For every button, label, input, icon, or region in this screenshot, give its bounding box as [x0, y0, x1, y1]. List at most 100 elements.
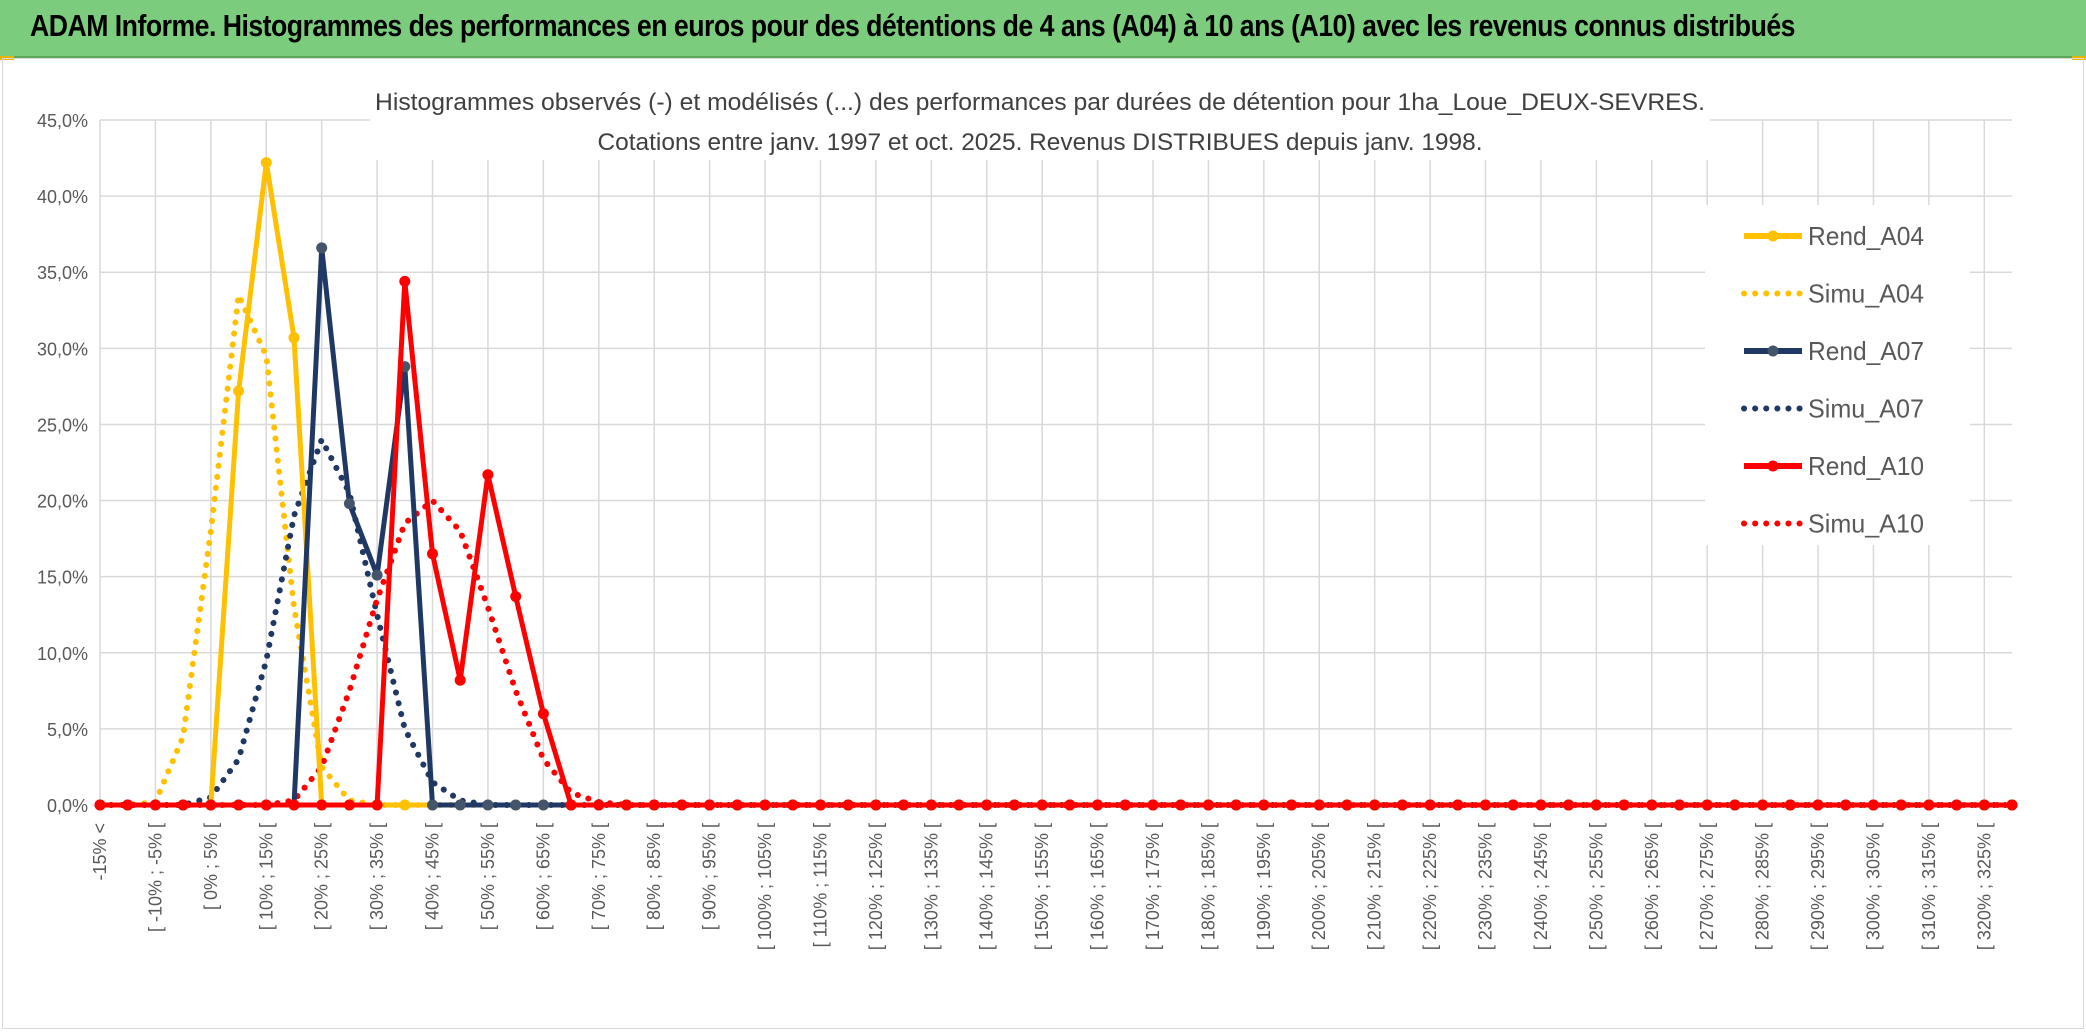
- data-point-Rend_A10: [510, 591, 522, 602]
- legend-item: Simu_A10: [1741, 509, 1924, 539]
- x-tick-label: [ 320% ; 325% [: [1974, 823, 1994, 950]
- legend-label: Rend_A04: [1808, 221, 1924, 251]
- data-point-Rend_A10: [1674, 799, 1685, 811]
- y-tick-label: 15,0%: [37, 568, 88, 588]
- x-tick-label: [ 270% ; 275% [: [1697, 823, 1717, 950]
- legend-label: Rend_A07: [1808, 336, 1924, 366]
- series-lines: [94, 157, 2018, 811]
- x-tick-label: [ 120% ; 125% [: [866, 823, 886, 950]
- title-banner: ADAM Informe. Histogrammes des performan…: [0, 0, 2086, 58]
- data-point-Rend_A10: [149, 799, 161, 811]
- y-tick-label: 0,0%: [47, 796, 88, 816]
- data-point-Rend_A10: [1951, 799, 1963, 811]
- x-tick-label: [ 140% ; 145% [: [977, 823, 997, 950]
- x-tick-label: [ -10% ; -5% [: [145, 823, 165, 932]
- data-point-Rend_A10: [233, 799, 245, 811]
- x-axis-tick-labels: -15% < [ -10% ; -5% [[ 0% ; 5% [[ 10% ; 1…: [90, 823, 1994, 950]
- data-point-Rend_A10: [1701, 799, 1713, 811]
- legend-label: Rend_A10: [1808, 451, 1924, 481]
- data-point-Rend_A10: [122, 799, 134, 811]
- x-tick-label: [ 10% ; 15% [: [256, 823, 276, 930]
- data-point-Rend_A10: [482, 469, 494, 481]
- title-backdrop: [370, 80, 1710, 160]
- data-point-Rend_A10: [1369, 799, 1381, 811]
- y-tick-label: 25,0%: [37, 415, 88, 435]
- data-point-Rend_A10: [1064, 799, 1076, 811]
- data-point-Rend_A10: [1202, 799, 1214, 811]
- x-tick-label: [ 100% ; 105% [: [755, 823, 775, 950]
- data-point-Rend_A10: [898, 799, 910, 811]
- legend-label: Simu_A04: [1808, 279, 1924, 309]
- data-point-Rend_A04: [260, 157, 272, 169]
- data-point-Rend_A10: [1507, 799, 1519, 811]
- data-point-Rend_A10: [870, 799, 882, 811]
- data-point-Rend_A04: [233, 385, 245, 397]
- y-tick-label: 20,0%: [37, 492, 88, 512]
- series-Rend_A10: [94, 275, 2018, 811]
- x-tick-label: [ 280% ; 285% [: [1753, 823, 1773, 950]
- x-tick-label: [ 220% ; 225% [: [1420, 823, 1440, 950]
- data-point-Rend_A10: [953, 799, 965, 811]
- data-point-Rend_A07: [510, 799, 522, 811]
- data-point-Rend_A07: [537, 799, 549, 811]
- x-tick-label: [ 30% ; 35% [: [367, 823, 387, 930]
- data-point-Rend_A10: [537, 708, 549, 720]
- data-point-Rend_A10: [1480, 799, 1491, 811]
- data-point-Rend_A10: [399, 275, 411, 287]
- data-point-Rend_A10: [2006, 799, 2018, 811]
- data-point-Rend_A10: [1313, 799, 1325, 811]
- x-tick-label: [ 190% ; 195% [: [1254, 823, 1274, 950]
- x-tick-label: [ 40% ; 45% [: [423, 823, 443, 930]
- x-tick-label: [ 310% ; 315% [: [1919, 823, 1939, 950]
- x-tick-label: [ 230% ; 235% [: [1476, 823, 1496, 950]
- data-point-Rend_A10: [316, 799, 328, 811]
- data-point-Rend_A10: [1036, 799, 1048, 811]
- x-tick-label: [ 260% ; 265% [: [1642, 823, 1662, 950]
- data-point-Rend_A10: [1867, 799, 1879, 811]
- data-point-Rend_A10: [676, 799, 688, 811]
- x-tick-label: [ 50% ; 55% [: [478, 823, 498, 930]
- legend-item: Simu_A04: [1741, 279, 1924, 309]
- x-tick-label: [ 110% ; 115% [: [810, 823, 830, 947]
- data-point-Rend_A10: [1978, 799, 1990, 811]
- data-point-Rend_A07: [343, 498, 355, 510]
- data-point-Rend_A10: [842, 799, 854, 811]
- data-point-Rend_A04: [288, 332, 300, 344]
- data-point-Rend_A10: [1729, 799, 1741, 811]
- x-tick-label: [ 60% ; 65% [: [533, 823, 553, 930]
- legend-box: [1705, 205, 1970, 545]
- data-point-Rend_A10: [343, 799, 355, 811]
- x-tick-label: [ 130% ; 135% [: [921, 823, 941, 950]
- data-point-Rend_A10: [1646, 799, 1658, 811]
- data-point-Rend_A10: [1812, 799, 1824, 811]
- data-point-Rend_A10: [815, 799, 826, 811]
- x-tick-label: [ 70% ; 75% [: [589, 823, 609, 930]
- data-point-Rend_A10: [1424, 799, 1436, 811]
- series-line-Rend_A10: [100, 278, 2012, 808]
- x-tick-label: [ 210% ; 215% [: [1365, 823, 1385, 950]
- data-point-Rend_A07: [482, 799, 494, 811]
- data-point-Rend_A10: [1757, 799, 1769, 811]
- x-tick-label: [ 160% ; 165% [: [1088, 823, 1108, 950]
- x-tick-label: [ 20% ; 25% [: [312, 823, 332, 930]
- data-point-Rend_A10: [427, 548, 438, 560]
- data-point-Rend_A07: [316, 242, 328, 254]
- data-point-Rend_A10: [1008, 799, 1020, 811]
- page-title: ADAM Informe. Histogrammes des performan…: [30, 8, 1795, 43]
- x-tick-label: [ 250% ; 255% [: [1586, 823, 1606, 950]
- x-tick-label: [ 80% ; 85% [: [644, 823, 664, 930]
- data-point-Rend_A10: [1092, 799, 1104, 811]
- data-point-Rend_A10: [1535, 799, 1547, 811]
- x-tick-label: -15% <: [90, 823, 110, 881]
- data-point-Rend_A10: [1618, 799, 1630, 811]
- data-point-Rend_A10: [1119, 799, 1131, 811]
- data-point-Rend_A10: [1895, 799, 1907, 811]
- data-point-Rend_A07: [427, 799, 438, 811]
- data-point-Rend_A10: [981, 799, 993, 811]
- y-tick-label: 30,0%: [37, 339, 88, 359]
- legend-item: Rend_A04: [1744, 221, 1924, 251]
- data-point-Rend_A10: [1341, 799, 1353, 811]
- data-point-Rend_A10: [371, 799, 383, 811]
- data-point-Rend_A10: [1563, 799, 1575, 811]
